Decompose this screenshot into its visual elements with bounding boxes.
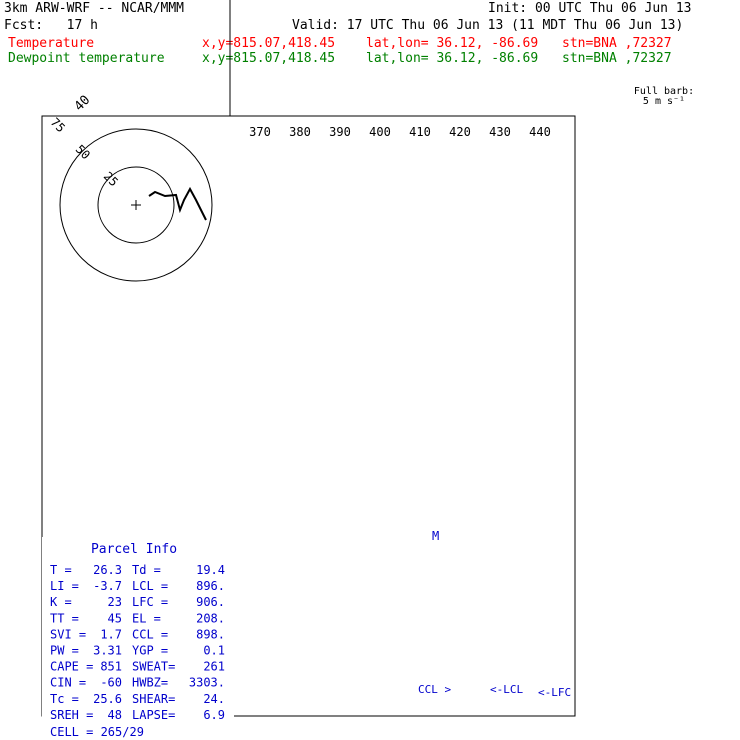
parcel-row-label: SHEAR=: [132, 692, 175, 706]
parcel-row-value: 1.7: [100, 627, 122, 641]
init-time: Init: 00 UTC Thu 06 Jun 13: [488, 1, 692, 16]
isotherm-tick-label: 40: [72, 93, 94, 115]
parcel-row-value: 26.3: [93, 563, 122, 577]
parcel-row-label: CAPE =: [50, 660, 93, 674]
parcel-row-label: CCL =: [132, 627, 168, 641]
barb-legend-label: Full barb:: [634, 86, 694, 97]
parcel-row-label: LI =: [50, 579, 79, 593]
parcel-row-label: EL =: [132, 611, 161, 625]
parcel-row-value: 25.6: [93, 692, 122, 706]
valid-time: Valid: 17 UTC Thu 06 Jun 13 (11 MDT Thu …: [292, 18, 684, 33]
dewpoint-legend: Dewpoint temperature: [8, 51, 165, 66]
theta-e-label: 370: [249, 125, 271, 139]
parcel-row-value: 208.: [196, 611, 225, 625]
theta-e-label: 400: [369, 125, 391, 139]
el-marker: M: [432, 529, 439, 543]
parcel-row-value: 261: [203, 660, 225, 674]
wind-barbs: Full barb:5 m s⁻¹: [634, 86, 694, 107]
parcel-row-label: TT =: [50, 611, 79, 625]
parcel-row-value: -60: [100, 676, 122, 690]
theta-e-label: 390: [329, 125, 351, 139]
temperature-station: stn=BNA ,72327: [562, 36, 672, 51]
parcel-row-value: 48: [108, 708, 122, 722]
plot-frame: [41, 115, 576, 717]
parcel-info-box: Parcel Info T = 26.3 Td = 19.4 LI = -3.7 LCL = 8…: [42, 537, 234, 739]
parcel-row-label: LAPSE=: [132, 708, 175, 722]
parcel-info-background: [42, 537, 234, 717]
lfc-marker: <-LFC: [538, 686, 571, 699]
theta-e-label: 430: [489, 125, 511, 139]
hodograph-ring-label: 75: [48, 115, 68, 135]
theta-e-label: 440: [529, 125, 551, 139]
hodograph-ring-25: [97, 166, 175, 244]
hodograph-ring-50: [59, 128, 213, 282]
parcel-row-value: 898.: [196, 627, 225, 641]
parcel-row-label: PW =: [50, 644, 79, 658]
parcel-row-value: 896.: [196, 579, 225, 593]
barb-legend-units: 5 m s⁻¹: [643, 96, 685, 107]
dewpoint-latlon: lat,lon= 36.12, -86.69: [366, 51, 539, 66]
parcel-row-label: YGP =: [132, 644, 168, 658]
model-name: 3km ARW-WRF -- NCAR/MMM: [4, 1, 185, 16]
parcel-row-value: 3303.: [189, 676, 225, 690]
parcel-row-label: LFC =: [132, 595, 168, 609]
dewpoint-xy: x,y=815.07,418.45: [202, 51, 336, 66]
parcel-row-label: LCL =: [132, 579, 168, 593]
parcel-cell: CELL = 265/29: [50, 725, 144, 739]
temperature-legend: Temperature: [8, 36, 95, 51]
temperature-latlon: lat,lon= 36.12, -86.69: [366, 36, 539, 51]
ccl-marker: CCL >: [418, 683, 451, 696]
theta-e-label: 380: [289, 125, 311, 139]
parcel-row-label: T =: [50, 563, 72, 577]
parcel-row-label: HWBZ=: [132, 676, 168, 690]
forecast-hour: Fcst: 17 h: [4, 18, 98, 33]
parcel-row-label: Td =: [132, 563, 161, 577]
header: 3km ARW-WRF -- NCAR/MMM Init: 00 UTC Thu…: [0, 0, 740, 70]
parcel-row-value: 23: [108, 595, 122, 609]
theta-e-label: 410: [409, 125, 431, 139]
temperature-xy: x,y=815.07,418.45: [202, 36, 336, 51]
parcel-row-label: CIN =: [50, 676, 86, 690]
parcel-row-value: 6.9: [203, 708, 225, 722]
parcel-row-value: 19.4: [196, 563, 225, 577]
theta-e-label: 420: [449, 125, 471, 139]
parcel-info-title: Parcel Info: [91, 542, 177, 557]
lcl-marker: <-LCL: [490, 683, 523, 696]
parcel-row-label: SVI =: [50, 627, 86, 641]
parcel-row-label: K =: [50, 595, 72, 609]
parcel-row-value: 906.: [196, 595, 225, 609]
parcel-row-label: SWEAT=: [132, 660, 175, 674]
parcel-row-label: Tc =: [50, 692, 79, 706]
dewpoint-station: stn=BNA ,72327: [562, 51, 672, 66]
parcel-row-value: 45: [108, 611, 122, 625]
parcel-row-value: 3.31: [93, 644, 122, 658]
parcel-row-value: 24.: [203, 692, 225, 706]
hodograph: 255075kts: [48, 0, 231, 282]
parcel-row-label: SREH =: [50, 708, 93, 722]
parcel-row-value: 851: [100, 660, 122, 674]
parcel-row-value: 0.1: [203, 644, 225, 658]
parcel-row-value: -3.7: [93, 579, 122, 593]
hodograph-trace: [148, 186, 207, 221]
